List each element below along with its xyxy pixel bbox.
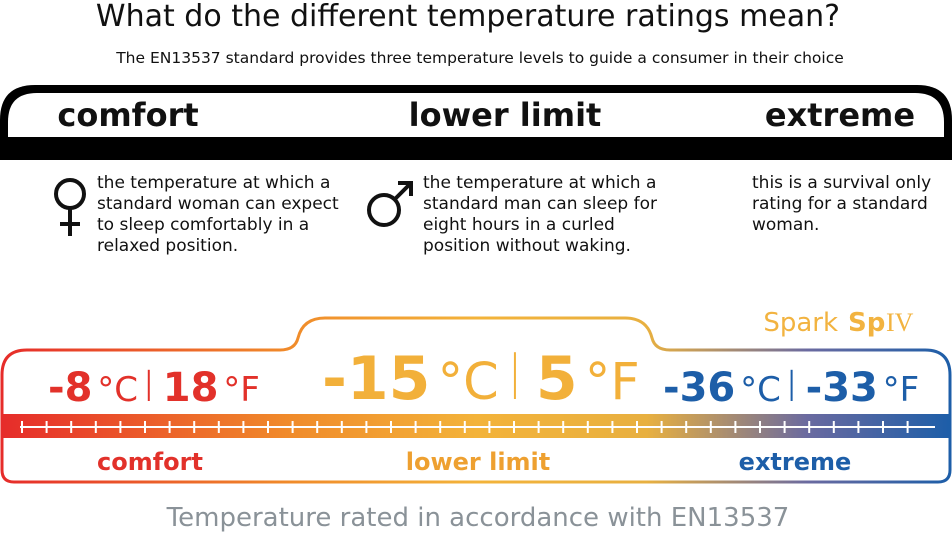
female-icon [54,178,86,236]
fahrenheit-value: -33 [806,365,878,411]
description-line: standard man can sleep for [423,194,657,214]
level-name: extreme [765,96,915,134]
header-band-inner [8,93,944,137]
celsius-value: -15 [322,344,430,414]
subtitle: The EN13537 standard provides three temp… [115,49,844,67]
fahrenheit-value: 18 [163,365,219,411]
title: What do the different temperature rating… [96,0,840,34]
description-line: relaxed position. [97,236,238,256]
description-line: woman. [752,215,819,235]
description-line: rating for a standard [752,194,928,214]
level-name: lower limit [409,96,602,134]
model-suffix: IV [886,308,914,337]
description-line: the temperature at which a [423,173,656,193]
level-name: comfort [57,96,198,134]
footer: Temperature rated in accordance with EN1… [166,503,790,533]
celsius-unit: °C [97,370,138,410]
celsius-unit: °C [438,353,499,412]
description-line: standard woman can expect [97,194,339,214]
scale-ticks [21,421,909,433]
description-line: the temperature at which a [97,173,330,193]
celsius-unit: °C [740,370,781,410]
celsius-value: -36 [663,365,735,411]
scale-frame [0,316,952,484]
model-prefix: Sp [848,308,885,338]
description-line: to sleep comfortably in a [97,215,309,235]
male-icon [367,181,413,227]
description-line: position without waking. [423,236,631,256]
fahrenheit-unit: °F [585,353,640,412]
description-line: this is a survival only [752,173,931,193]
scale-label: extreme [739,448,852,476]
scale-label: lower limit [406,448,551,476]
fahrenheit-value: 5 [536,344,578,414]
fahrenheit-unit: °F [883,370,920,410]
description-line: eight hours in a curled [423,215,615,235]
celsius-value: -8 [48,365,92,411]
brand: Spark [763,308,838,338]
scale-label: comfort [97,448,203,476]
fahrenheit-unit: °F [223,370,260,410]
